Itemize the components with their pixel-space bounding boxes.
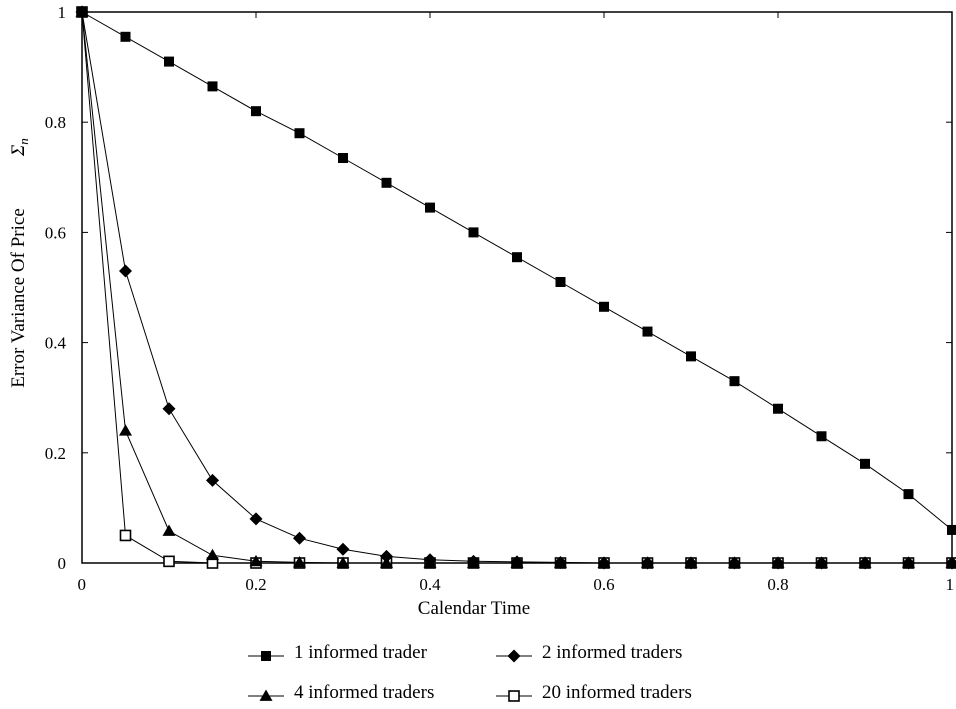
data-point [510, 555, 524, 569]
data-point [945, 556, 956, 570]
y-tick-label: 0.8 [45, 113, 66, 132]
x-axis-title: Calendar Time [418, 598, 530, 619]
data-point [162, 524, 176, 536]
x-tick-label: 1 [946, 575, 955, 594]
data-point [207, 81, 218, 92]
data-point [423, 553, 437, 567]
legend-item: 4 informed traders [248, 682, 434, 703]
y-axis-symbol: Σn [8, 138, 31, 157]
data-point [642, 326, 653, 337]
data-point [599, 301, 609, 312]
data-point [554, 555, 567, 569]
y-tick-label: 0.2 [45, 444, 66, 463]
data-point [684, 556, 698, 570]
data-point [336, 556, 350, 568]
legend-item: 20 informed traders [496, 682, 692, 703]
y-axis-symbol-main: Σ [8, 145, 29, 157]
data-point [641, 556, 654, 570]
data-point [120, 31, 131, 42]
y-tick-label: 1 [58, 3, 67, 22]
data-point [815, 556, 828, 570]
data-point [771, 556, 785, 570]
legend-marker [508, 690, 520, 702]
legend-label: 20 informed traders [542, 682, 692, 703]
data-point [251, 106, 261, 117]
legend-label: 2 informed traders [542, 642, 682, 663]
data-point [947, 524, 956, 535]
x-tick-label: 0.6 [593, 575, 614, 594]
data-point [293, 555, 306, 568]
data-point [293, 531, 306, 545]
x-axis-ticks: 0 0.2 0.4 0.6 0.8 1 [78, 12, 955, 594]
y-axis-title-group: Error Variance Of Price Σn [8, 138, 31, 388]
series-2 [75, 5, 956, 570]
x-tick-label: 0.2 [245, 575, 266, 594]
legend-marker [507, 649, 521, 663]
data-point [773, 403, 783, 414]
series-1 [77, 7, 956, 535]
data-point [77, 7, 87, 17]
data-point [512, 252, 522, 263]
data-point [249, 554, 263, 567]
data-point [686, 351, 696, 362]
legend-item: 2 informed traders [496, 642, 682, 663]
data-point [381, 177, 392, 188]
data-point [336, 542, 350, 556]
data-point [468, 227, 479, 238]
data-point [206, 548, 219, 561]
y-axis-symbol-subscript: n [16, 138, 31, 145]
data-point [425, 202, 435, 213]
legend-marker [261, 651, 271, 661]
data-point [902, 556, 915, 570]
data-point [294, 128, 305, 139]
x-tick-label: 0.8 [767, 575, 788, 594]
data-point [729, 376, 740, 387]
data-point [903, 489, 914, 500]
data-point [555, 276, 566, 287]
data-point [206, 473, 219, 487]
data-point [163, 555, 175, 568]
data-point [858, 556, 872, 570]
data-point [119, 264, 132, 278]
data-point [597, 556, 611, 570]
y-tick-label: 0.4 [45, 334, 67, 353]
data-point [119, 424, 132, 436]
data-point [164, 56, 174, 67]
legend-item: 1 informed trader [248, 642, 428, 663]
data-point [816, 431, 827, 442]
series-layer [75, 5, 956, 570]
data-point [380, 549, 393, 563]
legend-label: 4 informed traders [294, 682, 434, 703]
data-point [467, 554, 480, 568]
y-tick-label: 0 [58, 554, 67, 573]
data-point [162, 402, 176, 416]
y-axis-title: Error Variance Of Price [8, 208, 29, 388]
y-tick-label: 0.6 [45, 223, 66, 242]
data-point [338, 153, 348, 164]
legend-label: 1 informed trader [294, 642, 428, 663]
legend: 1 informed trader 2 informed traders 4 inf… [248, 642, 692, 703]
x-tick-label: 0 [78, 575, 87, 594]
data-point [249, 512, 263, 526]
data-point [119, 529, 132, 542]
x-tick-label: 0.4 [419, 575, 441, 594]
data-point [728, 556, 741, 570]
y-axis-ticks: 0 0.2 0.4 0.6 0.8 1 [45, 3, 952, 573]
legend-marker [259, 689, 273, 701]
data-point [860, 458, 870, 469]
